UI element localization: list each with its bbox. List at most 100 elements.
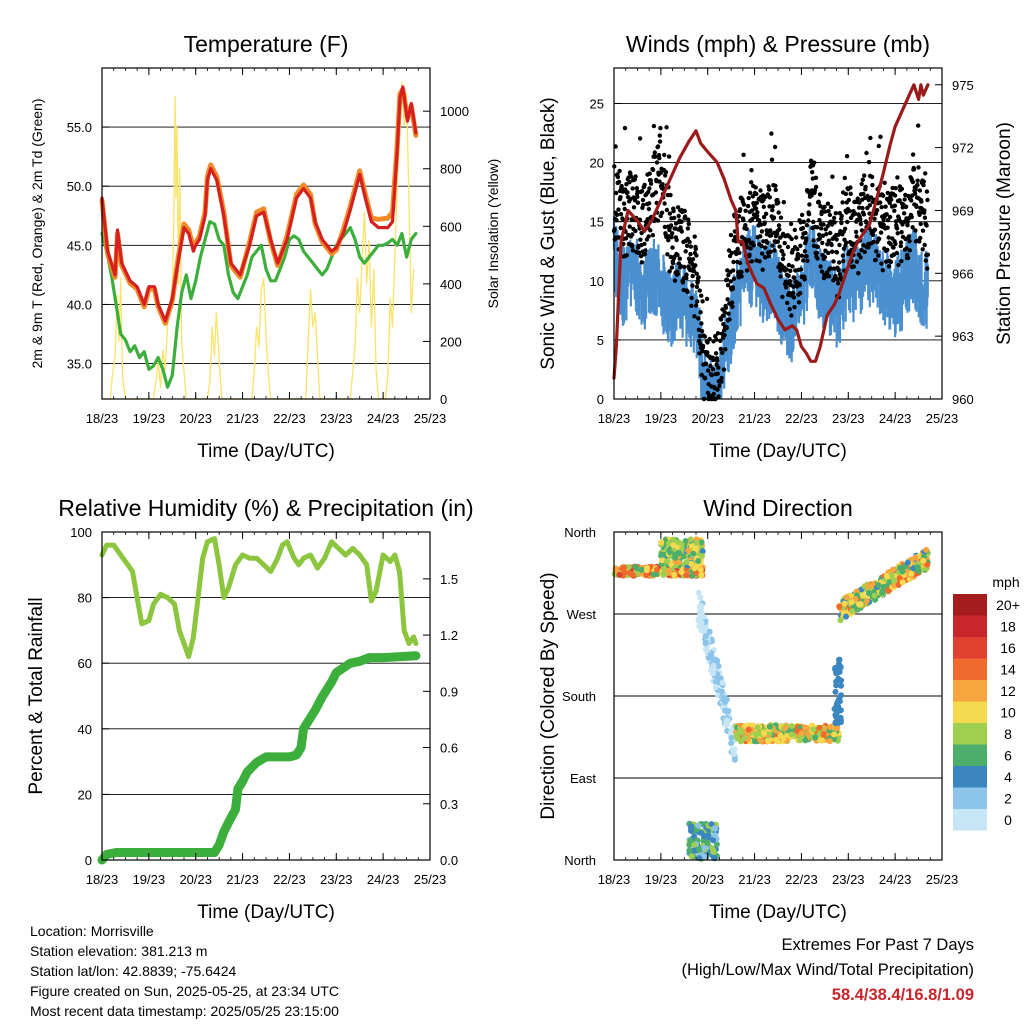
chart-title: Wind Direction [703,495,853,521]
gust-point [772,248,777,253]
gust-point [651,123,657,129]
extremes-box: Extremes For Past 7 Days (High/Low/Max W… [681,933,974,1008]
direction-point [831,731,838,738]
gust-point [876,253,881,258]
direction-point [832,719,839,726]
y-right-axis-label: Station Pressure (Maroon) [994,122,1015,345]
direction-point [753,730,760,737]
gust-point [650,167,656,172]
gust-point [785,300,790,306]
gust-point [755,210,760,215]
gust-point [685,236,690,241]
gust-point [837,260,842,265]
gust-point [792,305,797,310]
gust-point [840,200,845,205]
gust-point [647,171,652,176]
gust-point [686,217,691,222]
gust-point [803,230,808,236]
gust-point [831,259,836,264]
gust-point [795,247,800,252]
gust-point [741,217,746,223]
gust-point [714,337,719,342]
gust-point [614,190,619,196]
gust-point [704,361,709,366]
gust-point [917,188,923,193]
gust-point [913,228,918,233]
y-right-tick-label: 966 [952,266,974,281]
gust-point [835,281,841,286]
gust-point [731,268,736,273]
y-tick-label: 20 [78,787,92,802]
direction-point [820,731,827,737]
direction-point [701,853,708,860]
direction-point [696,846,703,853]
gust-point [759,229,765,234]
gust-point [839,213,844,219]
direction-point [837,617,844,624]
gust-point [693,263,698,268]
direction-point [745,722,752,729]
x-tick-label: 23/23 [320,872,353,887]
gust-point [623,236,629,241]
gust-point [682,264,687,270]
gust-point [918,221,923,227]
direction-point [833,670,840,677]
gust-point [630,248,635,253]
direction-point [688,853,695,860]
y-tick-label: 100 [70,525,92,540]
gust-point [659,210,665,215]
direction-point [676,539,683,546]
gust-point [636,250,642,255]
gust-point [822,204,827,209]
gust-point [859,181,864,187]
gust-point [618,195,623,200]
gust-point [882,180,887,185]
gust-point [711,391,716,397]
legend-swatch [953,787,987,809]
gust-point [894,226,900,231]
legend-title: mph [992,574,1019,590]
gust-point [898,240,904,245]
gust-point [863,184,868,190]
gust-point [749,168,754,173]
direction-point [802,724,809,731]
y-right-tick-label: 0.6 [440,741,458,756]
direction-point [782,724,789,731]
gust-point [688,244,693,249]
direction-point [819,737,825,744]
gust-point [818,264,823,269]
gust-point [779,249,785,254]
gust-point [657,156,662,161]
legend-label: 14 [1000,662,1016,678]
direction-point [695,589,702,596]
gust-point [891,245,896,250]
plot-border [101,531,431,861]
gust-point [694,284,700,289]
y-right-tick-label: 0.9 [440,684,458,699]
direction-point [832,688,839,695]
gust-point [886,264,892,269]
gust-point [633,228,638,234]
direction-point [710,848,717,855]
x-tick-label: 24/23 [367,872,400,887]
direction-point [706,628,713,635]
gust-point [671,208,676,214]
gust-point [758,234,763,239]
gust-point [616,207,621,212]
direction-point [788,723,795,729]
direction-point [686,847,693,854]
gust-point [806,218,811,223]
direction-point [630,572,636,579]
gust-point [874,208,880,213]
direction-point [812,734,819,741]
gust-point [885,247,890,253]
x-tick-label: 19/23 [133,411,166,426]
gust-point [672,215,677,221]
direction-point [712,832,719,839]
gust-point [648,178,653,183]
direction-point [836,603,843,610]
gust-point [883,204,888,209]
direction-point [780,735,787,742]
x-tick-label: 22/23 [273,872,306,887]
gust-point [765,240,770,245]
